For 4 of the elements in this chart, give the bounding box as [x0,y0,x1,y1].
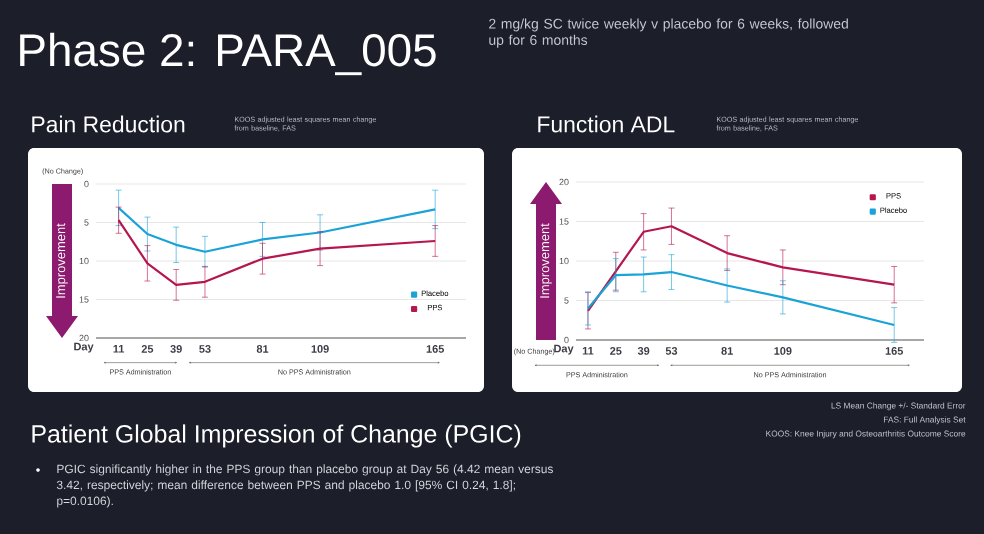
text: Patient Global Impression of Change (PGIC) [32,424,521,448]
chart-title: Pain Reduction [32,115,185,133]
text: Phase 2: PARA_005 [20,32,436,76]
chart-title: Function ADL [538,115,675,133]
